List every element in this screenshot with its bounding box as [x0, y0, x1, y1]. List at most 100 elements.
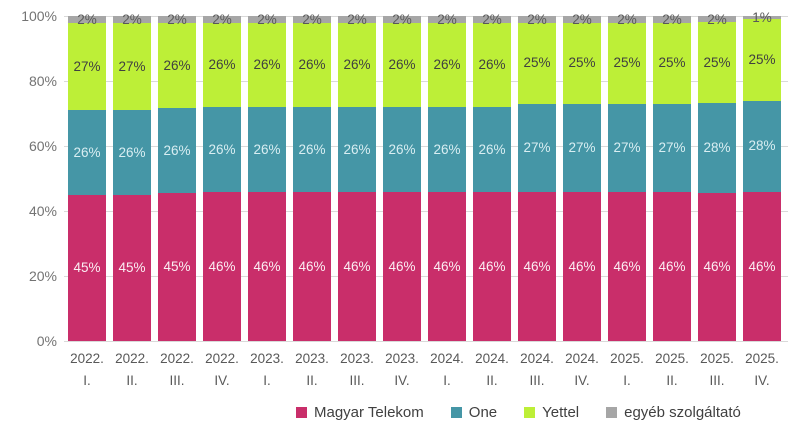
bar-segment: 45%: [113, 194, 151, 341]
x-tick-label: 2023. I.: [237, 348, 297, 392]
segment-label: 46%: [253, 258, 281, 274]
bar-segment: 2%: [608, 12, 646, 26]
bar-segment: 46%: [473, 191, 511, 341]
bar-segment: 45%: [68, 194, 106, 341]
bar-segment: 2%: [68, 12, 106, 26]
segment-label: 2%: [707, 11, 727, 27]
legend-label: egyéb szolgáltató: [624, 404, 741, 421]
x-tick-quarter: II.: [666, 373, 678, 388]
legend: Magyar Telekom One Yettel egyéb szolgáltató: [296, 404, 741, 421]
segment-label: 2%: [392, 11, 412, 27]
bar-segment: 25%: [563, 22, 601, 104]
segment-label: 25%: [568, 55, 596, 71]
bar-segment: 26%: [473, 107, 511, 192]
segment-label: 45%: [163, 259, 191, 275]
segment-label: 26%: [478, 57, 506, 72]
legend-swatch: [450, 407, 462, 418]
gridline: [64, 16, 788, 17]
bar-segment: 26%: [293, 107, 331, 192]
x-tick-quarter: III.: [529, 373, 545, 388]
segment-label: 46%: [388, 258, 416, 274]
bar-segment: 46%: [203, 191, 241, 341]
segment-label: 46%: [298, 258, 326, 274]
y-tick-label: 100%: [21, 8, 57, 24]
x-tick-year: 2023.: [250, 351, 284, 366]
bar-segment: 46%: [518, 191, 556, 341]
bar-segment: 2%: [518, 12, 556, 26]
bar-group-2022-q3: 45% 26% 26% 2%: [158, 13, 196, 341]
segment-label: 25%: [748, 52, 776, 68]
bar-segment: 2%: [653, 12, 691, 26]
bar-segment: 2%: [158, 13, 196, 26]
x-tick-label: 2024. I.: [417, 348, 477, 392]
bar-segment: 2%: [113, 12, 151, 26]
bar-segment: 2%: [698, 12, 736, 26]
segment-label: 26%: [433, 57, 461, 72]
segment-label: 46%: [703, 259, 731, 275]
x-tick-year: 2025.: [655, 351, 689, 366]
x-tick-year: 2022.: [115, 351, 149, 366]
bar-segment: 26%: [338, 22, 376, 107]
segment-label: 2%: [437, 11, 457, 27]
bar-segment: 25%: [698, 22, 736, 103]
segment-label: 2%: [527, 11, 547, 27]
x-tick-year: 2022.: [205, 351, 239, 366]
segment-label: 26%: [208, 141, 236, 157]
y-tick-label: 20%: [28, 268, 57, 284]
x-tick-label: 2023. III.: [327, 348, 387, 392]
bar-segment: 27%: [653, 103, 691, 192]
x-tick-quarter: II.: [306, 373, 318, 388]
segment-label: 25%: [703, 54, 731, 70]
x-tick-label: 2023. II.: [282, 348, 342, 392]
x-tick-quarter: III.: [349, 373, 365, 388]
legend-swatch: [524, 407, 536, 418]
bar-segment: 2%: [428, 12, 466, 26]
bar-segment: 26%: [338, 107, 376, 192]
y-tick-label: 0%: [36, 333, 57, 349]
bar-segment: 26%: [158, 22, 196, 108]
segment-label: 26%: [118, 144, 146, 160]
segment-label: 2%: [302, 11, 322, 27]
x-tick-label: 2022. III.: [147, 348, 207, 392]
legend-item-egy-b-szolg-ltat-: egyéb szolgáltató: [606, 404, 741, 421]
x-tick-quarter: II.: [126, 373, 138, 388]
x-tick-quarter: I.: [263, 373, 271, 388]
bar-segment: 26%: [113, 110, 151, 195]
bar-segment: 2%: [473, 12, 511, 26]
bar-group-2023-q3: 46% 26% 26% 2%: [338, 12, 376, 341]
x-tick-quarter: III.: [709, 373, 725, 388]
x-tick-quarter: II.: [486, 373, 498, 388]
bar-segment: 27%: [608, 103, 646, 192]
bar-segment: 26%: [248, 22, 286, 107]
bar-segment: 26%: [383, 107, 421, 192]
segment-label: 2%: [122, 11, 142, 27]
x-tick-quarter: I.: [83, 373, 91, 388]
legend-label: One: [468, 404, 498, 421]
x-tick-year: 2024.: [430, 351, 464, 366]
legend-item-yettel: Yettel: [524, 404, 579, 421]
segment-label: 26%: [388, 141, 416, 157]
gridline: [64, 341, 788, 342]
x-tick-label: 2025. I.: [597, 348, 657, 392]
bar-segment: 27%: [518, 103, 556, 192]
x-tick-label: 2024. IV.: [552, 348, 612, 392]
x-tick-year: 2023.: [385, 351, 419, 366]
x-tick-quarter: IV.: [394, 373, 410, 388]
segment-label: 46%: [568, 258, 596, 274]
x-axis: 2022. I. 2022. II. 2022. III. 2022. IV. 2023. I. 2…: [0, 348, 800, 396]
segment-label: 26%: [73, 144, 101, 160]
x-tick-quarter: I.: [443, 373, 451, 388]
x-tick-label: 2022. IV.: [192, 348, 252, 392]
x-tick-quarter: IV.: [754, 373, 770, 388]
bar-group-2024-q3: 46% 27% 25% 2%: [518, 12, 556, 341]
segment-label: 27%: [613, 139, 641, 155]
bar-segment: 25%: [653, 22, 691, 104]
segment-label: 46%: [433, 258, 461, 274]
x-tick-label: 2024. III.: [507, 348, 567, 392]
segment-label: 2%: [257, 11, 277, 27]
legend-label: Magyar Telekom: [314, 404, 424, 421]
segment-label: 45%: [73, 260, 101, 276]
bar-group-2024-q1: 46% 26% 26% 2%: [428, 12, 466, 341]
bar-segment: 26%: [203, 107, 241, 192]
